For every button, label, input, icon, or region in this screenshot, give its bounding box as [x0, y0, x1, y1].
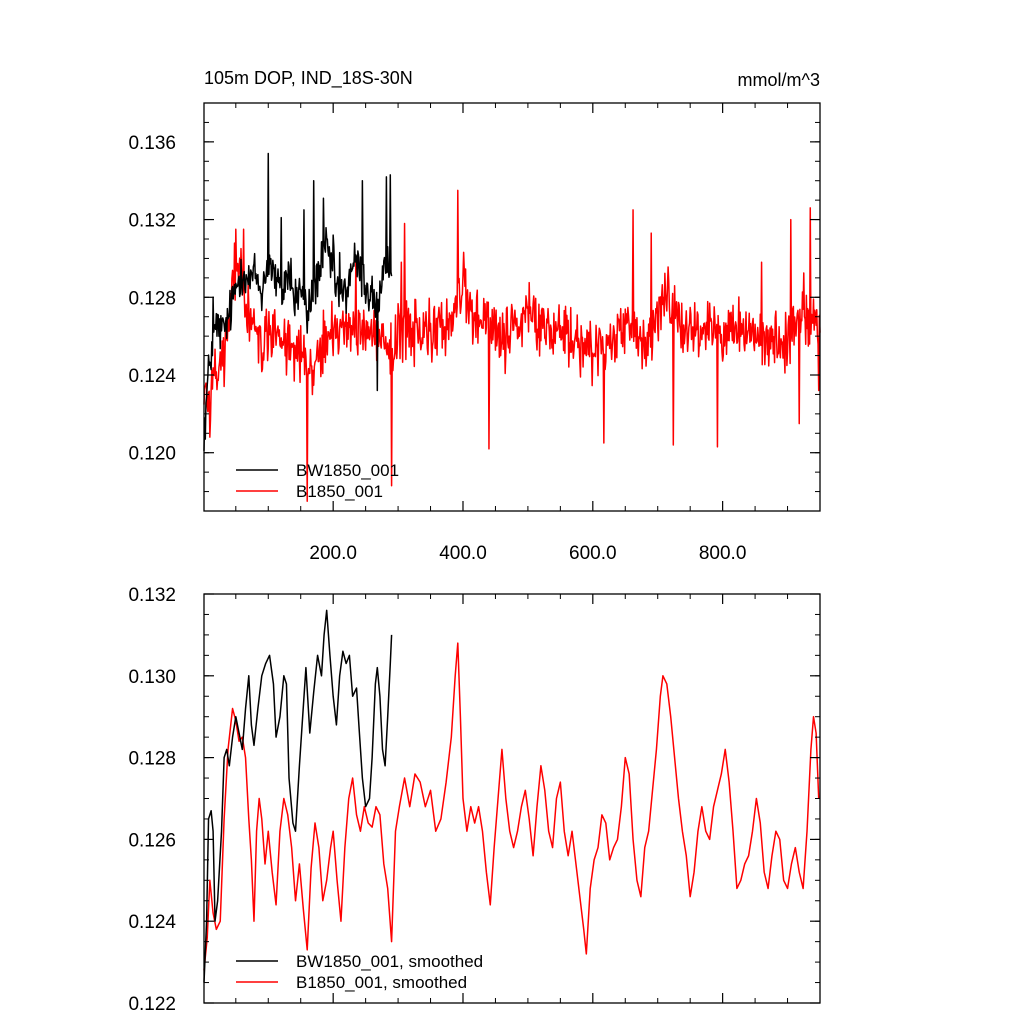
- y-tick-label: 0.126: [128, 830, 176, 851]
- x-tick-label: 200.0: [309, 543, 357, 564]
- legend-label-bw1850-smoothed: BW1850_001, smoothed: [296, 952, 483, 971]
- bottom-panel: 0.122 0.124 0.126 0.128 0.130 0.132 BW1850_00…: [128, 585, 821, 1015]
- y-tick-label: 0.122: [128, 994, 176, 1015]
- legend-label-b1850: B1850_001: [296, 482, 383, 501]
- series-line-b1850-001: [203, 189, 821, 503]
- top-axes: 0.120 0.124 0.128 0.132 0.136 200.0 400.0 600.0…: [128, 102, 821, 564]
- y-tick-label: 0.124: [128, 366, 176, 387]
- bottom-axes: 0.122 0.124 0.126 0.128 0.130 0.132: [128, 585, 821, 1015]
- y-tick-label: 0.128: [128, 749, 176, 770]
- series-line-b1850-001-smoothed: [203, 642, 820, 971]
- y-tick-label: 0.136: [128, 133, 176, 154]
- y-tick-label: 0.132: [128, 585, 176, 606]
- legend-label-bw1850: BW1850_001: [296, 461, 399, 480]
- legend-label-b1850-smoothed: B1850_001, smoothed: [296, 973, 467, 992]
- x-tick-label: 600.0: [569, 543, 617, 564]
- y-tick-label: 0.124: [128, 912, 176, 933]
- y-tick-label: 0.130: [128, 667, 176, 688]
- title-right: mmol/m^3: [738, 70, 820, 90]
- y-tick-label: 0.120: [128, 444, 176, 465]
- top-legend: BW1850_001 B1850_001: [236, 461, 399, 501]
- bottom-legend: BW1850_001, smoothed B1850_001, smoothed: [236, 952, 483, 992]
- top-panel: 105m DOP, IND_18S-30N mmol/m^3 0.1200.12…: [128, 68, 821, 564]
- plot-frame: [203, 593, 821, 1004]
- y-tick-label: 0.128: [128, 288, 176, 309]
- bottom-series-group: [203, 609, 820, 983]
- top-series-group: [203, 152, 821, 503]
- series-line-bw1850-001-smoothed: [203, 609, 393, 983]
- x-tick-label: 400.0: [439, 543, 487, 564]
- plot-frame: [203, 102, 821, 512]
- title-left: 105m DOP, IND_18S-30N: [204, 68, 413, 89]
- x-tick-label: 800.0: [699, 543, 747, 564]
- y-tick-label: 0.132: [128, 211, 176, 232]
- series-line-bw1850-001: [203, 152, 393, 451]
